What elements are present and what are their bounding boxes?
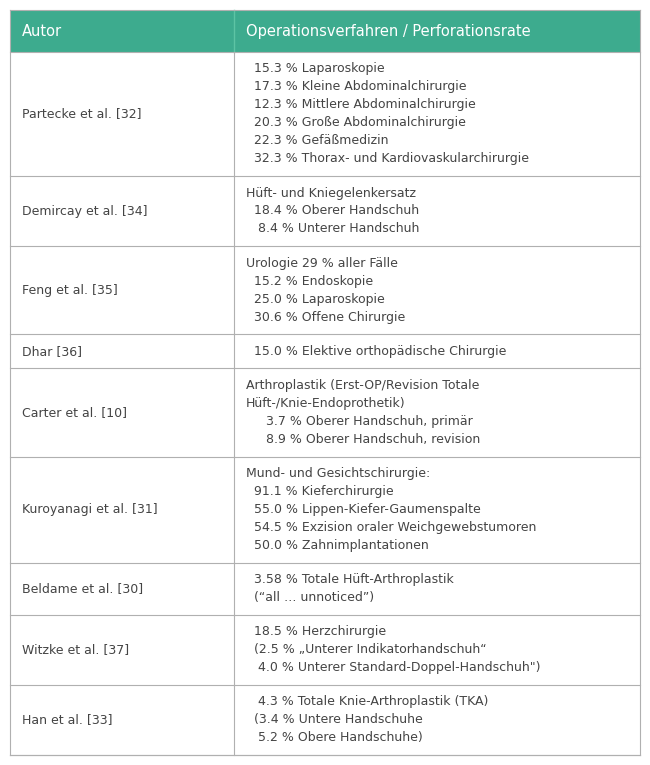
Text: Operationsverfahren / Perforationsrate: Operationsverfahren / Perforationsrate xyxy=(246,24,530,38)
Text: 18.4 % Oberer Handschuh: 18.4 % Oberer Handschuh xyxy=(246,204,419,217)
Text: Partecke et al. [32]: Partecke et al. [32] xyxy=(22,108,142,121)
Text: Autor: Autor xyxy=(22,24,62,38)
Bar xyxy=(10,176,640,246)
Text: (“all … unnoticed”): (“all … unnoticed”) xyxy=(246,591,374,604)
Bar xyxy=(10,457,640,562)
Text: Hüft-/Knie-Endoprothetik): Hüft-/Knie-Endoprothetik) xyxy=(246,397,406,410)
Bar xyxy=(10,369,640,457)
Text: (3.4 % Untere Handschuhe: (3.4 % Untere Handschuhe xyxy=(246,713,422,726)
Text: 4.3 % Totale Knie-Arthroplastik (TKA): 4.3 % Totale Knie-Arthroplastik (TKA) xyxy=(246,695,488,708)
Text: 3.7 % Oberer Handschuh, primär: 3.7 % Oberer Handschuh, primär xyxy=(246,415,473,428)
Bar xyxy=(10,334,640,369)
Bar xyxy=(10,615,640,685)
Text: Dhar [36]: Dhar [36] xyxy=(22,345,82,358)
Text: 17.3 % Kleine Abdominalchirurgie: 17.3 % Kleine Abdominalchirurgie xyxy=(246,80,466,93)
Text: Hüft- und Kniegelenkersatz: Hüft- und Kniegelenkersatz xyxy=(246,187,415,200)
Text: Urologie 29 % aller Fälle: Urologie 29 % aller Fälle xyxy=(246,256,398,269)
Bar xyxy=(10,685,640,755)
Text: 5.2 % Obere Handschuhe): 5.2 % Obere Handschuhe) xyxy=(246,731,422,744)
Text: 15.3 % Laparoskopie: 15.3 % Laparoskopie xyxy=(246,63,384,76)
Text: Demircay et al. [34]: Demircay et al. [34] xyxy=(22,204,148,217)
Text: 50.0 % Zahnimplantationen: 50.0 % Zahnimplantationen xyxy=(246,539,428,552)
Text: (2.5 % „Unterer Indikatorhandschuh“: (2.5 % „Unterer Indikatorhandschuh“ xyxy=(246,643,486,656)
Text: 18.5 % Herzchirurgie: 18.5 % Herzchirurgie xyxy=(246,625,385,638)
Text: 91.1 % Kieferchirurgie: 91.1 % Kieferchirurgie xyxy=(246,485,393,498)
Text: 30.6 % Offene Chirurgie: 30.6 % Offene Chirurgie xyxy=(246,311,405,324)
Text: 15.0 % Elektive orthopädische Chirurgie: 15.0 % Elektive orthopädische Chirurgie xyxy=(246,345,506,358)
Text: Beldame et al. [30]: Beldame et al. [30] xyxy=(22,582,143,595)
Text: 4.0 % Unterer Standard-Doppel-Handschuh"): 4.0 % Unterer Standard-Doppel-Handschuh"… xyxy=(246,661,540,674)
Bar xyxy=(10,10,640,52)
Text: Mund- und Gesichtschirurgie:: Mund- und Gesichtschirurgie: xyxy=(246,467,430,480)
Text: 32.3 % Thorax- und Kardiovaskularchirurgie: 32.3 % Thorax- und Kardiovaskularchirurg… xyxy=(246,152,528,165)
Text: 20.3 % Große Abdominalchirurgie: 20.3 % Große Abdominalchirurgie xyxy=(246,116,465,129)
Text: Carter et al. [10]: Carter et al. [10] xyxy=(22,406,127,419)
Text: 25.0 % Laparoskopie: 25.0 % Laparoskopie xyxy=(246,292,384,305)
Bar xyxy=(10,246,640,334)
Bar xyxy=(10,52,640,176)
Text: 12.3 % Mittlere Abdominalchirurgie: 12.3 % Mittlere Abdominalchirurgie xyxy=(246,99,475,112)
Text: Feng et al. [35]: Feng et al. [35] xyxy=(22,284,118,297)
Text: 8.9 % Oberer Handschuh, revision: 8.9 % Oberer Handschuh, revision xyxy=(246,433,480,446)
Text: 8.4 % Unterer Handschuh: 8.4 % Unterer Handschuh xyxy=(246,223,419,236)
Text: Han et al. [33]: Han et al. [33] xyxy=(22,714,112,727)
Bar xyxy=(10,562,640,615)
Text: 55.0 % Lippen-Kiefer-Gaumenspalte: 55.0 % Lippen-Kiefer-Gaumenspalte xyxy=(246,503,480,516)
Text: Kuroyanagi et al. [31]: Kuroyanagi et al. [31] xyxy=(22,503,157,516)
Text: 54.5 % Exzision oraler Weichgewebstumoren: 54.5 % Exzision oraler Weichgewebstumore… xyxy=(246,521,536,534)
Text: Arthroplastik (Erst-OP/Revision Totale: Arthroplastik (Erst-OP/Revision Totale xyxy=(246,379,479,392)
Text: 15.2 % Endoskopie: 15.2 % Endoskopie xyxy=(246,275,373,288)
Text: 22.3 % Gefäßmedizin: 22.3 % Gefäßmedizin xyxy=(246,135,388,148)
Text: Witzke et al. [37]: Witzke et al. [37] xyxy=(22,643,129,656)
Text: 3.58 % Totale Hüft-Arthroplastik: 3.58 % Totale Hüft-Arthroplastik xyxy=(246,573,454,586)
